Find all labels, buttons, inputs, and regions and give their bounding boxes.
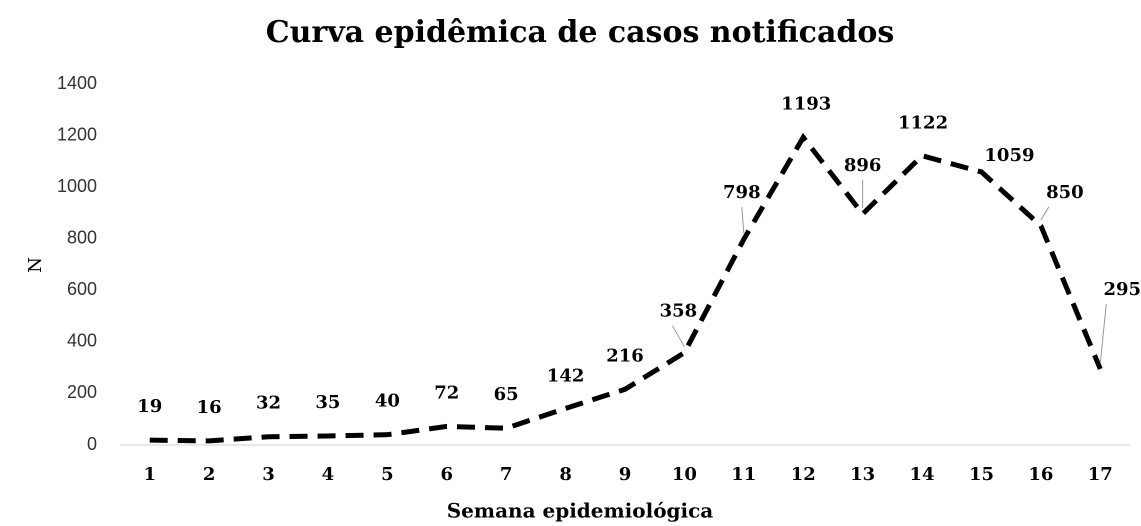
x-axis-label: Semana epidemiológica [447, 499, 714, 523]
data-label: 72 [434, 382, 459, 403]
x-tick-label: 8 [559, 464, 572, 485]
data-label: 1122 [898, 113, 948, 134]
chart-title: Curva epidêmica de casos notificados [266, 15, 895, 50]
data-label: 32 [256, 393, 281, 414]
data-label: 896 [844, 155, 882, 176]
y-axis-label: N [25, 257, 46, 273]
data-label: 216 [606, 345, 644, 366]
y-tick-label: 200 [67, 382, 97, 402]
y-tick-label: 0 [87, 434, 97, 454]
data-label: 35 [315, 392, 340, 413]
x-tick-label: 7 [500, 464, 513, 485]
data-label: 295 [1104, 279, 1141, 300]
x-tick-label: 9 [619, 464, 632, 485]
y-tick-label: 1000 [57, 176, 97, 196]
data-label: 16 [197, 397, 222, 418]
data-label: 1193 [781, 93, 831, 114]
data-label: 798 [723, 182, 761, 203]
data-label: 142 [547, 365, 585, 386]
data-label: 850 [1046, 182, 1084, 203]
x-tick-label: 3 [262, 464, 275, 485]
data-label: 1059 [984, 145, 1034, 166]
data-label: 358 [660, 301, 698, 322]
x-tick-label: 10 [672, 464, 697, 485]
x-tick-label: 17 [1088, 464, 1113, 485]
x-tick-label: 2 [203, 464, 216, 485]
x-tick-label: 11 [731, 464, 756, 485]
x-tick-label: 14 [910, 464, 935, 485]
x-tick-label: 12 [791, 464, 816, 485]
x-tick-label: 16 [1028, 464, 1053, 485]
data-label: 19 [137, 396, 162, 417]
y-tick-label: 600 [67, 279, 97, 299]
data-line [149, 132, 1103, 444]
x-tick-label: 5 [381, 464, 394, 485]
x-tick-label: 13 [850, 464, 875, 485]
x-tick-label: 4 [322, 464, 335, 485]
y-tick-label: 400 [67, 331, 97, 351]
leader-line [741, 207, 745, 234]
data-label: 65 [494, 384, 519, 405]
y-tick-label: 800 [67, 227, 97, 247]
y-tick-label: 1400 [57, 73, 97, 93]
leader-line [1040, 206, 1050, 221]
x-tick-label: 1 [143, 464, 156, 485]
x-tick-label: 15 [969, 464, 994, 485]
leader-line [1099, 303, 1107, 363]
data-label: 40 [375, 391, 400, 412]
y-tick-label: 1200 [57, 124, 97, 144]
leader-line [671, 325, 685, 347]
x-tick-label: 6 [440, 464, 453, 485]
